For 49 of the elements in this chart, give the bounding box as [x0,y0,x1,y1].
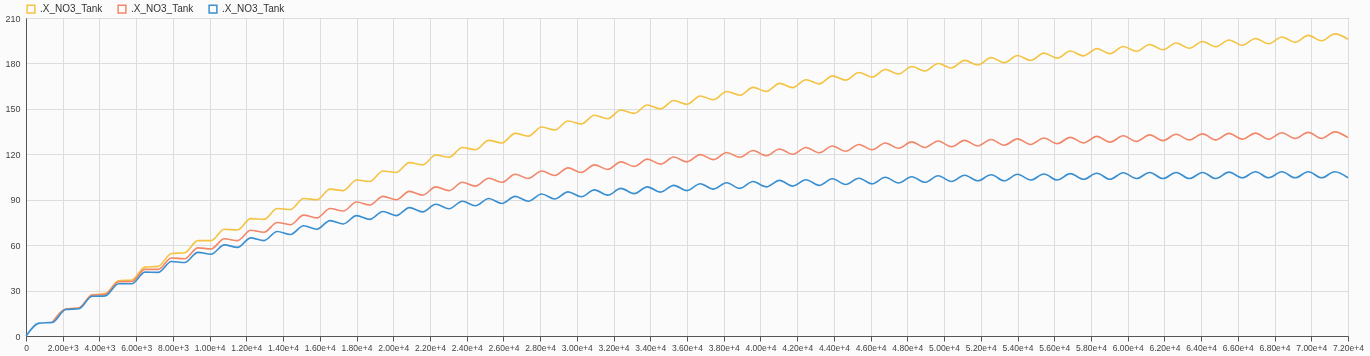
x-tick-label: 4.00e+4 [745,342,777,353]
x-tick-label: 8.00e+3 [157,342,190,353]
x-tick-label: 2.80e+4 [525,342,557,353]
x-tick-label: 2.00e+4 [378,342,410,353]
y-tick-label: 60 [10,240,21,251]
x-tick-label: 4.60e+4 [855,342,887,353]
x-tick-label: 6.40e+4 [1186,342,1218,353]
y-tick-label: 90 [10,195,21,206]
x-tick-label: 3.20e+4 [598,342,630,353]
x-tick-label: 4.00e+3 [84,342,116,353]
x-tick-label: 2.40e+4 [451,342,483,353]
x-tick-label: 1.00e+4 [194,342,226,353]
y-tick-label: 120 [5,149,21,160]
x-tick-label: 1.40e+4 [268,342,300,353]
x-tick-label: 5.80e+4 [1075,342,1108,353]
y-tick-label: 30 [10,286,21,297]
x-tick-label: 0 [24,342,30,353]
x-tick-label: 1.60e+4 [304,342,337,353]
x-tick-label: 7.00e+4 [1296,342,1328,353]
x-tick-label: 5.00e+4 [929,342,961,353]
x-tick-label: 4.40e+4 [818,342,851,353]
x-tick-label: 5.40e+4 [1002,342,1034,353]
x-tick-label: 1.80e+4 [341,342,373,353]
x-tick-label: 3.00e+4 [561,342,594,353]
x-tick-label: 6.00e+4 [1112,342,1144,353]
x-tick-label: 2.20e+4 [414,342,447,353]
legend-label: .X_NO3_Tank [131,3,195,15]
x-tick-label: 5.60e+4 [1039,342,1071,353]
x-tick-label: 6.80e+4 [1259,342,1291,353]
x-tick-label: 2.00e+3 [47,342,79,353]
x-tick-label: 6.00e+3 [121,342,153,353]
y-tick-label: 180 [5,58,21,69]
y-tick-label: 150 [5,104,21,115]
legend-label: .X_NO3_Tank [222,3,286,15]
x-tick-label: 6.20e+4 [1149,342,1181,353]
x-tick-label: 2.60e+4 [488,342,520,353]
legend-label: .X_NO3_Tank [40,3,104,15]
x-tick-label: 5.20e+4 [965,342,998,353]
x-tick-label: 6.60e+4 [1222,342,1255,353]
x-tick-label: 1.20e+4 [231,342,263,353]
x-tick-label: 3.80e+4 [708,342,740,353]
x-tick-label: 3.60e+4 [672,342,704,353]
y-tick-label: 210 [5,13,21,24]
x-tick-label: 3.40e+4 [635,342,667,353]
y-tick-label: 0 [15,331,21,342]
x-tick-label: 4.20e+4 [782,342,814,353]
line-series [51,131,1349,324]
x-tick-label: 4.80e+4 [892,342,924,353]
x-tick-label: 7.20e+4 [1333,342,1365,353]
